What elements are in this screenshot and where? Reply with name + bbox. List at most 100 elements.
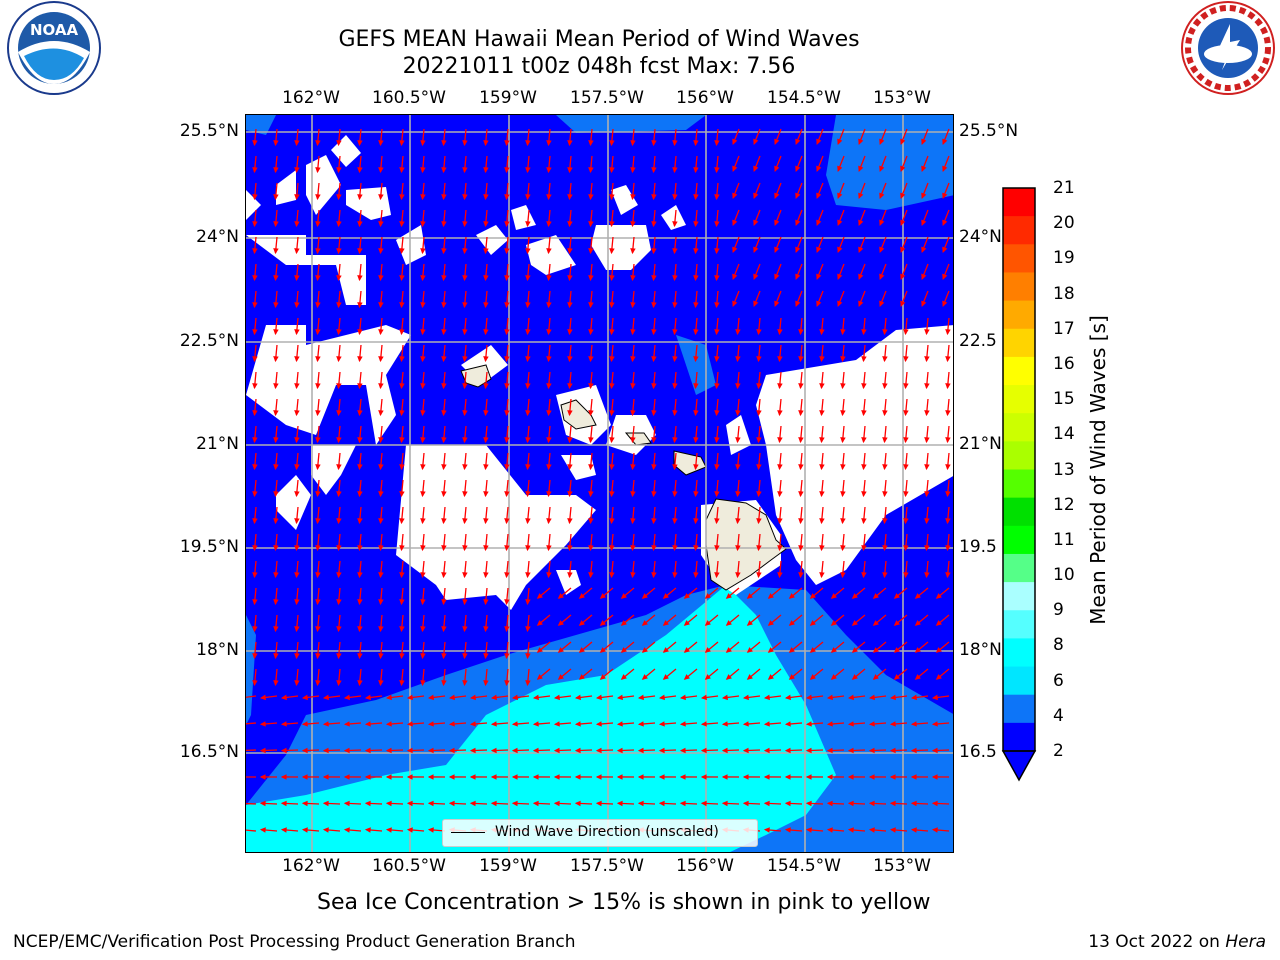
wind-arrow-head (735, 572, 741, 579)
wind-arrow-head (441, 383, 447, 390)
wind-arrow-head (735, 545, 741, 552)
wind-arrow-head (588, 410, 594, 417)
wind-arrow-head (809, 647, 816, 653)
wind-arrow-head (420, 302, 426, 309)
wind-arrow-head (651, 518, 657, 525)
wind-arrow-head (378, 626, 384, 633)
wind-arrow-head (889, 774, 896, 780)
lat-tick-label-right: 18°N (959, 640, 1002, 660)
wind-arrow-head (378, 518, 384, 525)
wind-arrow-head (735, 410, 741, 417)
wind-arrow-head (819, 437, 825, 444)
wind-arrow-head (420, 248, 426, 255)
wind-arrow-head (420, 275, 426, 282)
wind-arrow-head (483, 302, 489, 309)
wind-arrow-head (462, 221, 468, 228)
wind-arrow-head (704, 593, 711, 599)
wind-arrow-head (847, 747, 854, 754)
wind-arrow-head (378, 464, 384, 471)
wind-arrow-head (924, 464, 930, 471)
wind-arrow-head (903, 491, 909, 498)
wind-arrow-head (641, 647, 648, 653)
wind-arrow-head (252, 329, 258, 336)
wind-arrow-head (721, 721, 728, 727)
wind-arrow-head (525, 599, 531, 606)
wind-arrow-head (837, 300, 843, 307)
wind-arrow-head (693, 167, 699, 174)
wind-arrow-head (546, 275, 552, 282)
wind-arrow-head (546, 221, 552, 228)
wind-arrow-head (921, 192, 927, 199)
wind-arrow-head (756, 572, 762, 579)
wind-arrow-head (774, 300, 780, 307)
wind-arrow-head (483, 140, 489, 147)
wind-arrow-head (315, 140, 321, 147)
wind-arrow-head (567, 248, 573, 255)
wind-arrow-head (441, 518, 447, 525)
wind-arrow-head (511, 747, 518, 754)
wind-arrow-head (630, 194, 636, 201)
wind-arrow-head (273, 545, 279, 552)
wind-arrow-head (343, 827, 350, 833)
wind-arrow-head (336, 680, 342, 687)
lon-tick-label: 159°W (479, 88, 537, 108)
wind-arrow-head (483, 464, 489, 471)
wind-arrow-head (567, 167, 573, 174)
wind-arrow-head (942, 273, 948, 280)
wind-arrow-head (774, 165, 780, 172)
wind-arrow-head (427, 827, 434, 833)
wind-arrow-head (903, 545, 909, 552)
wind-arrow-head (399, 680, 405, 687)
map-panel[interactable]: Wind Wave Direction (unscaled) (245, 114, 954, 853)
wind-arrow-head (921, 219, 927, 226)
wind-arrow-head (294, 572, 300, 579)
wind-arrow-head (525, 437, 531, 444)
wind-arrow-head (378, 383, 384, 390)
wind-arrow-head (609, 275, 615, 282)
wind-arrow-head (525, 329, 531, 336)
wind-arrow-head (851, 620, 858, 626)
wind-arrow-head (945, 437, 951, 444)
wind-arrow-head (525, 356, 531, 363)
wind-arrow-head (714, 140, 720, 147)
wind-arrow-head (399, 491, 405, 498)
wind-arrow-head (532, 774, 539, 780)
colorbar-band (1003, 300, 1035, 330)
wind-arrow-head (420, 626, 426, 633)
wind-arrow-head (462, 464, 468, 471)
wind-arrow-head (767, 593, 774, 599)
wind-arrow-head (805, 774, 812, 780)
wind-arrow-head (252, 167, 258, 174)
colorbar-tick-label: 6 (1053, 670, 1064, 691)
wind-arrow-head (357, 545, 363, 552)
wind-arrow-head (672, 572, 678, 579)
wind-arrow-head (557, 674, 564, 680)
wind-arrow-head (725, 620, 732, 626)
noaa-logo: NOAA (7, 1, 101, 95)
wind-arrow-head (441, 275, 447, 282)
wind-arrow-head (767, 647, 774, 653)
wind-arrow-head (840, 410, 846, 417)
sea-ice-note: Sea Ice Concentration > 15% is shown in … (317, 890, 931, 915)
wind-arrow-head (357, 437, 363, 444)
wind-arrow-head (252, 572, 258, 579)
wind-arrow-head (735, 329, 741, 336)
wind-arrow-head (462, 356, 468, 363)
wind-arrow-head (273, 383, 279, 390)
wind-arrow-head (378, 572, 384, 579)
wind-arrow-head (259, 800, 266, 807)
wind-arrow-head (851, 593, 858, 599)
wind-arrow-head (578, 647, 585, 653)
wind-arrow-head (378, 545, 384, 552)
wind-arrow-head (420, 383, 426, 390)
wind-arrow-head (336, 356, 342, 363)
wind-arrow-head (399, 572, 405, 579)
wind-arrow-head (273, 572, 279, 579)
wind-arrow-head (315, 194, 321, 201)
wind-arrow-head (588, 464, 594, 471)
wind-arrow-head (273, 329, 279, 336)
lat-tick-label: 22.5°N (179, 331, 239, 351)
wind-arrow (246, 829, 257, 832)
wind-arrow-head (774, 138, 780, 145)
wind-arrow-head (662, 620, 669, 626)
